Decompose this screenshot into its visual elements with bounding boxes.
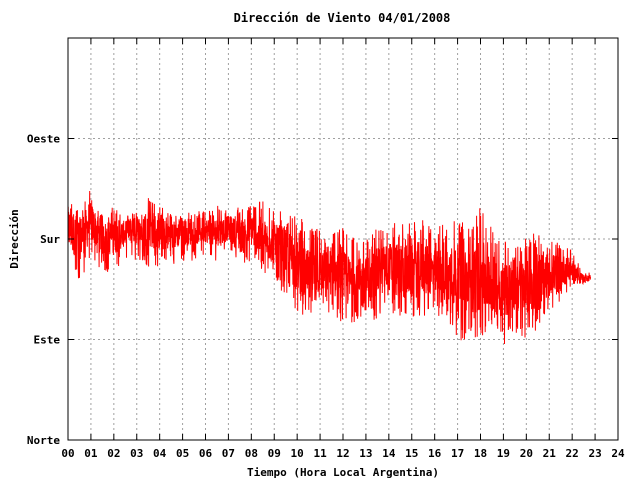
x-tick-label: 17 — [451, 447, 464, 460]
x-tick-label: 03 — [130, 447, 143, 460]
x-tick-label: 19 — [497, 447, 510, 460]
y-axis-label: Dirección — [8, 209, 21, 269]
x-tick-label: 06 — [199, 447, 213, 460]
series-group — [67, 190, 591, 345]
x-tick-label: 09 — [268, 447, 281, 460]
x-tick-label: 02 — [107, 447, 120, 460]
x-tick-label: 18 — [474, 447, 487, 460]
x-tick-label: 16 — [428, 447, 442, 460]
y-tick-label: Sur — [40, 233, 60, 246]
x-tick-label: 13 — [359, 447, 372, 460]
x-axis-ticks: 00 01 02 03 04 05 06 07 08 09 10 11 12 13 14 15 16 17 18 19… — [61, 38, 625, 460]
x-tick-label: 10 — [291, 447, 304, 460]
x-tick-label: 01 — [84, 447, 98, 460]
y-tick-label: Oeste — [27, 133, 60, 146]
y-axis-ticks: Norte Este Sur Oeste — [27, 133, 618, 447]
x-tick-label: 08 — [245, 447, 258, 460]
x-tick-label: 07 — [222, 447, 235, 460]
x-tick-label: 15 — [405, 447, 418, 460]
y-tick-label: Norte — [27, 434, 60, 447]
x-tick-label: 21 — [543, 447, 557, 460]
x-tick-label: 11 — [313, 447, 327, 460]
x-axis-label: Tiempo (Hora Local Argentina) — [247, 466, 439, 479]
x-tick-label: 20 — [520, 447, 533, 460]
x-tick-label: 05 — [176, 447, 189, 460]
series-line-0 — [67, 190, 591, 345]
x-tick-label: 24 — [611, 447, 625, 460]
x-tick-label: 14 — [382, 447, 396, 460]
x-tick-label: 12 — [336, 447, 349, 460]
x-tick-label: 04 — [153, 447, 167, 460]
x-tick-label: 00 — [61, 447, 74, 460]
x-tick-label: 23 — [588, 447, 601, 460]
chart-title: Dirección de Viento 04/01/2008 — [234, 11, 451, 25]
x-tick-label: 22 — [566, 447, 579, 460]
y-tick-label: Este — [34, 334, 61, 347]
